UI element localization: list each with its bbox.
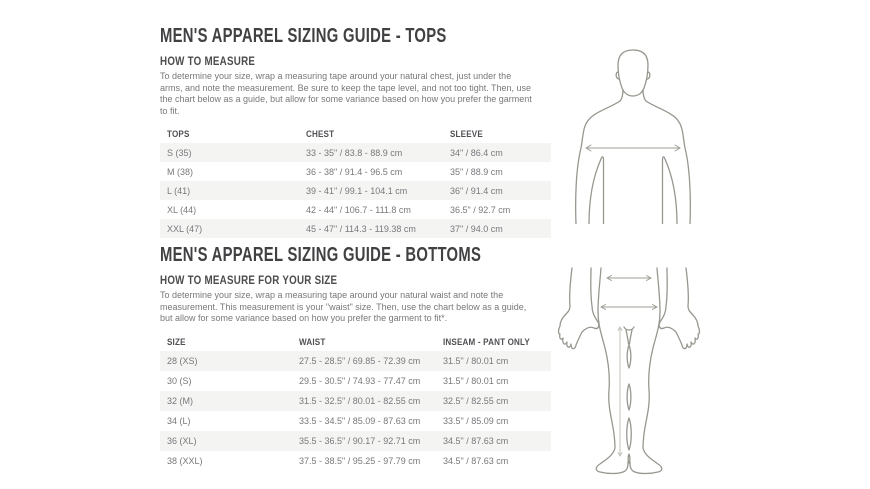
- tops-title: MEN'S APPAREL SIZING GUIDE - TOPS: [160, 25, 447, 47]
- tops-table-header-row: TOPS CHEST SLEEVE: [160, 126, 551, 143]
- figure-left-arm-hand: [557, 267, 600, 350]
- table-row: 30 (S) 29.5 - 30.5" / 74.93 - 77.47 cm 31.…: [160, 371, 551, 391]
- upper-body-chest-figure: [575, 49, 691, 224]
- table-cell: 37" / 94.0 cm: [450, 223, 503, 234]
- table-row: 34 (L) 33.5 - 34.5" / 85.09 - 87.63 cm 33.…: [160, 411, 551, 431]
- table-cell: 29.5 - 30.5" / 74.93 - 77.47 cm: [299, 375, 421, 386]
- figure-leg-gap-2: [626, 383, 632, 411]
- table-cell: 31.5" / 80.01 cm: [443, 375, 509, 386]
- table-cell: 35" / 88.9 cm: [450, 166, 503, 177]
- table-row: 38 (XXL) 37.5 - 38.5" / 95.25 - 97.79 cm 3…: [160, 451, 551, 471]
- table-cell: 34" / 86.4 cm: [450, 147, 503, 158]
- column-header-label: TOPS: [167, 129, 190, 140]
- bottoms-section: MEN'S APPAREL SIZING GUIDE - BOTTOMS HOW…: [160, 244, 551, 471]
- waist-arrow-left-tip: [606, 275, 612, 281]
- table-cell: 33 - 35" / 83.8 - 88.9 cm: [306, 147, 403, 158]
- column-header: SIZE: [160, 333, 292, 351]
- figure-leg-gap-4: [627, 453, 631, 464]
- table-cell: 28 (XS): [167, 355, 198, 366]
- table-row: 36 (XL) 35.5 - 36.5" / 90.17 - 92.71 cm 34…: [160, 430, 551, 451]
- table-cell: 31.5" / 80.01 cm: [443, 355, 509, 366]
- table-cell: 36 (XL): [167, 435, 197, 446]
- table-row: L (41) 39 - 41" / 99.1 - 104.1 cm 36" / 91…: [160, 181, 551, 200]
- tops-instructions: To determine your size, wrap a measuring…: [160, 71, 532, 116]
- table-cell: XXL (47): [167, 223, 203, 234]
- figure-left-ear: [615, 71, 620, 80]
- column-header-label: CHEST: [306, 129, 335, 140]
- inseam-top-tip: [617, 326, 623, 331]
- table-cell: 27.5 - 28.5" / 69.85 - 72.39 cm: [299, 355, 421, 366]
- table-row: XL (44) 42 - 44" / 106.7 - 111.8 cm 36.5" …: [160, 200, 551, 219]
- figure-leg-gap-1: [626, 344, 632, 369]
- table-cell: 34 (L): [167, 415, 191, 426]
- table-cell: 37.5 - 38.5" / 95.25 - 97.79 cm: [299, 455, 421, 466]
- table-cell: 35.5 - 36.5" / 90.17 - 92.71 cm: [299, 435, 421, 446]
- bottoms-instructions: To determine your size, wrap a measuring…: [160, 290, 527, 323]
- column-header: INSEAM - PANT ONLY: [436, 333, 551, 351]
- lower-body-waist-inseam-figure: [557, 267, 701, 475]
- table-cell: 34.5" / 87.63 cm: [443, 435, 509, 446]
- table-row: M (38) 36 - 38" / 91.4 - 96.5 cm 35" / 88.…: [160, 162, 551, 181]
- table-cell: M (38): [167, 166, 194, 177]
- table-cell: S (35): [167, 147, 192, 158]
- figure-inner-left-thigh: [625, 329, 630, 345]
- table-cell: 34.5" / 87.63 cm: [443, 455, 509, 466]
- chest-arrow-left-tip: [585, 144, 592, 152]
- column-header: SLEEVE: [443, 126, 551, 143]
- waist-arrow-right-tip: [646, 275, 652, 281]
- figure-left-torso-arm: [575, 89, 624, 224]
- inseam-bottom-tip: [617, 452, 623, 457]
- bottoms-size-table: SIZE WAIST INSEAM - PANT ONLY 28 (XS) 27.5 …: [160, 333, 551, 471]
- bottoms-title: MEN'S APPAREL SIZING GUIDE - BOTTOMS: [160, 244, 482, 266]
- table-cell: XL (44): [167, 204, 197, 215]
- table-cell: L (41): [167, 185, 191, 196]
- figure-right-armpit: [661, 156, 678, 224]
- table-cell: 33.5" / 85.09 cm: [443, 415, 509, 426]
- table-row: 32 (M) 31.5 - 32.5" / 80.01 - 82.55 cm 32.…: [160, 390, 551, 411]
- figure-left-armpit: [588, 156, 605, 224]
- tops-size-table: TOPS CHEST SLEEVE S (35) 33 - 35" / 83.8 - …: [160, 126, 551, 238]
- tops-section: MEN'S APPAREL SIZING GUIDE - TOPS HOW TO…: [160, 25, 551, 238]
- hip-arrow-left-tip: [600, 304, 606, 310]
- table-cell: 36 - 38" / 91.4 - 96.5 cm: [306, 166, 403, 177]
- table-cell: 38 (XXL): [167, 455, 203, 466]
- figure-inner-right-thigh: [628, 329, 633, 345]
- table-cell: 32.5" / 82.55 cm: [443, 395, 509, 406]
- column-header: TOPS: [160, 126, 299, 143]
- table-cell: 33.5 - 34.5" / 85.09 - 87.63 cm: [299, 415, 421, 426]
- table-cell: 42 - 44" / 106.7 - 111.8 cm: [306, 204, 411, 215]
- column-header: WAIST: [292, 333, 436, 351]
- table-cell: 36.5" / 92.7 cm: [450, 204, 511, 215]
- bottoms-subtitle: HOW TO MEASURE FOR YOUR SIZE: [160, 275, 338, 287]
- figure-torso-legs-feet: [595, 267, 663, 475]
- table-cell: 32 (M): [167, 395, 194, 406]
- column-header-label: INSEAM - PANT ONLY: [443, 336, 530, 348]
- table-cell: 45 - 47" / 114.3 - 119.38 cm: [306, 223, 416, 234]
- figure-right-arm-hand: [658, 267, 701, 350]
- column-header-label: WAIST: [299, 336, 326, 348]
- figure-crotch: [623, 326, 635, 331]
- table-cell: 36" / 91.4 cm: [450, 185, 503, 196]
- figure-head-outline: [617, 49, 649, 97]
- chest-arrow-right-tip: [674, 144, 681, 152]
- table-row: XXL (47) 45 - 47" / 114.3 - 119.38 cm 37" …: [160, 219, 551, 238]
- tops-subtitle: HOW TO MEASURE: [160, 56, 256, 68]
- table-cell: 31.5 - 32.5" / 80.01 - 82.55 cm: [299, 395, 421, 406]
- table-cell: 30 (S): [167, 375, 192, 386]
- figure-right-torso-arm: [642, 89, 691, 224]
- table-row: 28 (XS) 27.5 - 28.5" / 69.85 - 72.39 cm 31…: [160, 350, 551, 371]
- figure-leg-gap-3: [626, 417, 632, 451]
- hip-arrow-right-tip: [652, 304, 658, 310]
- figure-right-ear: [646, 71, 651, 80]
- column-header-label: SLEEVE: [450, 129, 483, 140]
- column-header-label: SIZE: [167, 336, 186, 348]
- table-row: S (35) 33 - 35" / 83.8 - 88.9 cm 34" / 86.…: [160, 143, 551, 162]
- bottoms-table-header-row: SIZE WAIST INSEAM - PANT ONLY: [160, 333, 551, 351]
- table-cell: 39 - 41" / 99.1 - 104.1 cm: [306, 185, 408, 196]
- column-header: CHEST: [299, 126, 443, 143]
